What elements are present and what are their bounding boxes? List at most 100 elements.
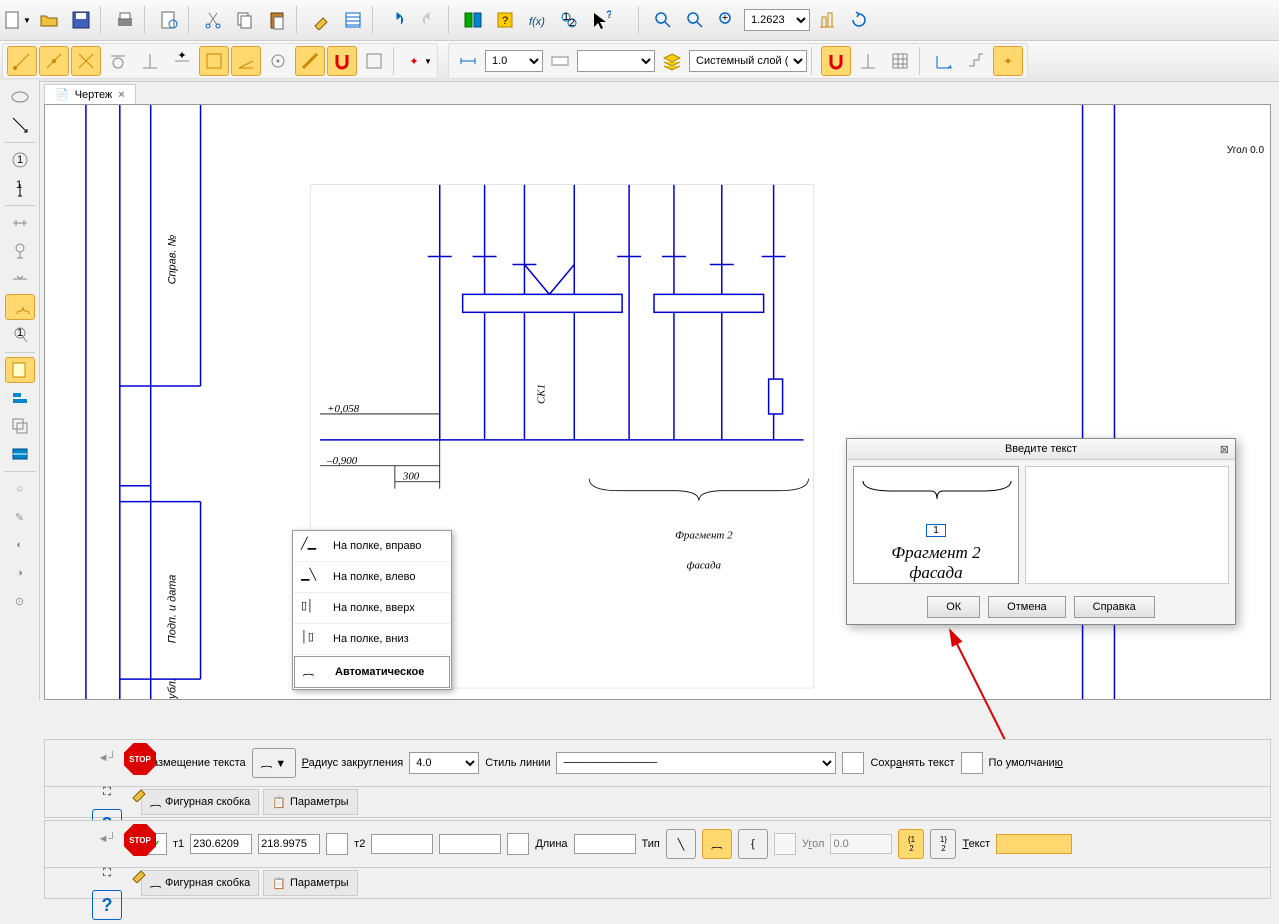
snap-point-button[interactable] xyxy=(295,46,325,76)
grid-button[interactable] xyxy=(885,46,915,76)
snap-options-button[interactable] xyxy=(359,46,389,76)
zoom-select[interactable]: 1.2623 xyxy=(744,9,810,31)
extra5-tool-button[interactable]: ⊙ xyxy=(5,588,35,614)
expand-button-2[interactable]: ⛶ xyxy=(92,858,122,888)
params-tab-2[interactable]: 📋Параметры xyxy=(263,870,357,896)
type-option-3[interactable]: { xyxy=(738,829,768,859)
popup-item-auto[interactable]: ︷Автоматическое xyxy=(294,656,450,688)
copy-button[interactable] xyxy=(230,5,260,35)
linetype-select[interactable] xyxy=(577,50,655,72)
t2-y-input[interactable] xyxy=(439,834,501,854)
format-painter-button[interactable] xyxy=(306,5,336,35)
default-checkbox[interactable] xyxy=(961,752,983,774)
datum-tool-button[interactable] xyxy=(5,238,35,264)
undo-button[interactable] xyxy=(382,5,412,35)
snap-tangent-button[interactable] xyxy=(103,46,133,76)
snap-endpoint-button[interactable] xyxy=(7,46,37,76)
extra3-tool-button[interactable]: ◐ xyxy=(5,532,35,558)
refresh-button[interactable] xyxy=(844,5,874,35)
function-button[interactable]: f(x) xyxy=(522,5,552,35)
angle-input[interactable] xyxy=(830,834,892,854)
save-text-checkbox[interactable] xyxy=(842,752,864,774)
zoom-window-button[interactable] xyxy=(680,5,710,35)
snap-midpoint-button[interactable] xyxy=(39,46,69,76)
snap-angle-button[interactable] xyxy=(231,46,261,76)
help-pointer-button[interactable]: ? xyxy=(586,5,616,35)
lineweight-select[interactable]: 1.0 xyxy=(485,50,543,72)
dialog-close-button[interactable]: ⊠ xyxy=(1220,443,1229,456)
balloon-tool-button[interactable]: 1 xyxy=(5,322,35,348)
length-checkbox[interactable] xyxy=(507,833,529,855)
t1-y-input[interactable] xyxy=(258,834,320,854)
layer-button[interactable] xyxy=(657,46,687,76)
brace-tool-button[interactable] xyxy=(5,294,35,320)
ellipse-tool-button[interactable] xyxy=(5,84,35,110)
snap-node-button[interactable] xyxy=(199,46,229,76)
table-tool-button[interactable] xyxy=(5,441,35,467)
circle-num-tool-button[interactable]: 1 xyxy=(5,147,35,173)
snap-extra-button[interactable]: ✦▼ xyxy=(403,46,433,76)
snap-perpendicular-button[interactable] xyxy=(135,46,165,76)
weld-tool-button[interactable] xyxy=(5,266,35,292)
snap-nearest-button[interactable]: ✦ xyxy=(167,46,197,76)
ortho-perp-button[interactable] xyxy=(853,46,883,76)
section-tool-button[interactable] xyxy=(5,210,35,236)
ortho-magnet-button[interactable] xyxy=(821,46,851,76)
option-12-b[interactable]: 1}2 xyxy=(930,829,956,859)
numbering-button[interactable]: 12 xyxy=(554,5,584,35)
stop-button-2[interactable]: STOP xyxy=(124,824,156,856)
apply-button-2[interactable]: ◄┘ xyxy=(92,824,122,854)
paste-button[interactable] xyxy=(262,5,292,35)
t1-x-input[interactable] xyxy=(190,834,252,854)
step-button[interactable] xyxy=(961,46,991,76)
angle-checkbox[interactable] xyxy=(774,833,796,855)
option-12-a[interactable]: {12 xyxy=(898,829,924,859)
edit-tool-button[interactable] xyxy=(5,357,35,383)
dimension-button[interactable] xyxy=(453,46,483,76)
dialog-ok-button[interactable]: ОК xyxy=(927,596,980,618)
snap-intersection-button[interactable] xyxy=(71,46,101,76)
arrow-tool-button[interactable] xyxy=(5,112,35,138)
popup-item-up[interactable]: ▯│На полке, вверх xyxy=(293,593,451,624)
construction-button[interactable] xyxy=(812,5,842,35)
apply-button[interactable]: ◄┘ xyxy=(92,743,122,773)
zoom-fit-button[interactable]: + xyxy=(712,5,742,35)
brush-button[interactable] xyxy=(124,777,154,807)
coords-button[interactable] xyxy=(929,46,959,76)
zoom-in-button[interactable] xyxy=(648,5,678,35)
dialog-help-button[interactable]: Справка xyxy=(1074,596,1155,618)
placement-dropdown[interactable]: ︷ ▼ xyxy=(252,748,296,778)
library-button[interactable] xyxy=(458,5,488,35)
popup-item-left[interactable]: ▁╲На полке, влево xyxy=(293,562,451,593)
snap-center-button[interactable] xyxy=(263,46,293,76)
dialog-title-bar[interactable]: Введите текст ⊠ xyxy=(847,439,1235,460)
print-button[interactable] xyxy=(110,5,140,35)
extra1-tool-button[interactable]: ○ xyxy=(5,476,35,502)
group-tool-button[interactable] xyxy=(5,413,35,439)
tracking-button[interactable]: ✦ xyxy=(993,46,1023,76)
radius-select[interactable]: 4.0 xyxy=(409,752,479,774)
t2-x-input[interactable] xyxy=(371,834,433,854)
layer-select[interactable]: Системный слой ( xyxy=(689,50,807,72)
stop-button[interactable]: STOP xyxy=(124,743,156,775)
popup-item-down[interactable]: │▯На полке, вниз xyxy=(293,624,451,655)
save-file-button[interactable] xyxy=(66,5,96,35)
tab-close-button[interactable]: × xyxy=(118,89,124,101)
redo-button[interactable] xyxy=(414,5,444,35)
variables-button[interactable]: ? xyxy=(490,5,520,35)
open-file-button[interactable] xyxy=(34,5,64,35)
cut-button[interactable] xyxy=(198,5,228,35)
type-option-1[interactable]: ╲ xyxy=(666,829,696,859)
help-button-2[interactable]: ? xyxy=(92,890,122,920)
linetype-button[interactable] xyxy=(545,46,575,76)
properties-button[interactable] xyxy=(338,5,368,35)
snap-magnet-button[interactable] xyxy=(327,46,357,76)
linestyle-select[interactable]: ──────────── xyxy=(556,752,836,774)
brush-button-2[interactable] xyxy=(124,858,154,888)
leader-tool-button[interactable]: 1 xyxy=(5,175,35,201)
extra2-tool-button[interactable]: ✎ xyxy=(5,504,35,530)
popup-item-right[interactable]: ╱▁На полке, вправо xyxy=(293,531,451,562)
extra4-tool-button[interactable]: ◑ xyxy=(5,560,35,586)
t2-checkbox[interactable] xyxy=(326,833,348,855)
document-tab[interactable]: 📄 Чертеж × xyxy=(44,84,136,104)
